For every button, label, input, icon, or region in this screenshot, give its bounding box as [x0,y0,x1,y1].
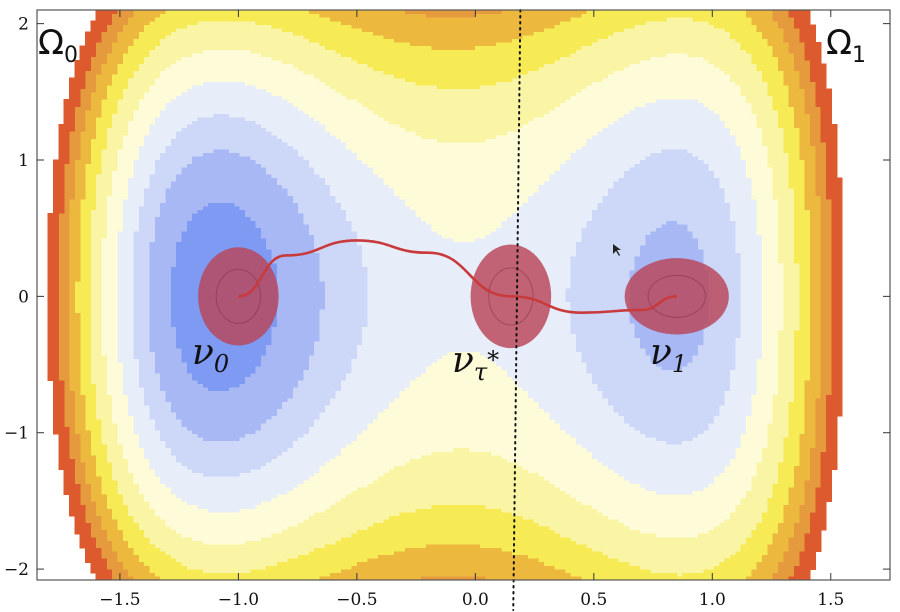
contour-band-4 [132,113,742,478]
y-axis: 2 1 0 −1 −2 [4,15,890,580]
nu0-blob-core [215,268,262,324]
region-omega-1-label: Ω1 [826,23,866,68]
nu1-blob-core [647,274,706,318]
x-tick-label: 1.0 [699,590,726,610]
transition-path [238,239,677,315]
mouse-cursor-icon [613,244,621,256]
contour-band-6 [100,49,784,545]
x-tick-label: −1.5 [99,590,140,610]
y-tick-label: 1 [18,151,29,171]
nu-tau-star-label: ντ* [452,340,499,386]
x-tick-label: −1.0 [218,590,259,610]
contour-band-7 [90,17,800,578]
contour-band-5 [116,81,763,513]
contour-bands [47,10,843,580]
separatrix-line [512,9,522,611]
plot-frame [36,9,891,581]
x-tick-label: −0.5 [336,590,377,610]
y-tick-label: −1 [4,424,29,444]
nu-0-label: ν0 [192,332,229,378]
region-omega-0-label: Ω0 [38,23,78,68]
y-tick-label: 2 [18,15,29,35]
x-tick-label: 1.5 [817,590,844,610]
nu-1-label: ν1 [650,332,687,378]
y-tick-label: −2 [4,560,29,580]
x-tick-label: 0.5 [580,590,607,610]
nutau-blob-core [488,267,534,326]
x-tick-label: 0.0 [462,590,489,610]
y-tick-label: 0 [18,287,29,307]
contour-band-3 [148,148,710,442]
x-axis: −1.5 −1.0 −0.5 0.0 0.5 1.0 1.5 [99,10,844,610]
